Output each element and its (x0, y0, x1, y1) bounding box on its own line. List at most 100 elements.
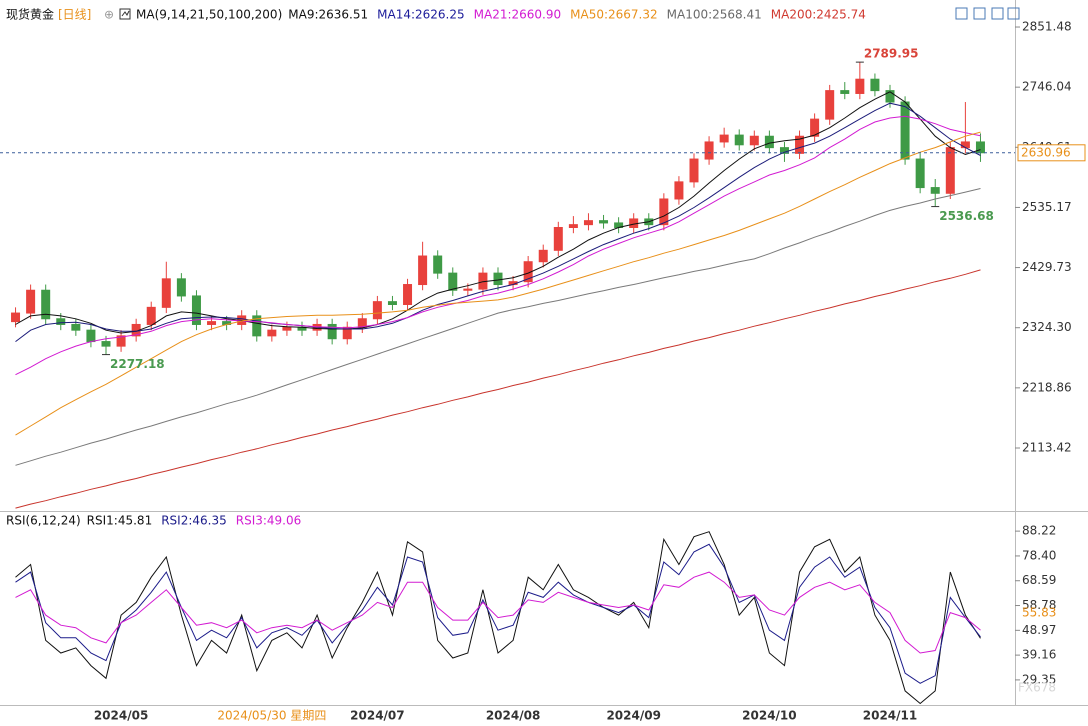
series-line (15, 102, 981, 342)
zoom-out-button[interactable] (973, 7, 986, 20)
legend-entry: MA14:2626.25 (377, 8, 465, 22)
candle-body (553, 226, 563, 251)
candle-body (342, 326, 352, 340)
x-tick-label: 2024/08 (486, 709, 540, 723)
candle-body (583, 220, 593, 226)
candle-body (433, 255, 443, 274)
instrument-title: 现货黄金 (6, 7, 54, 22)
candle-body (176, 278, 186, 297)
candles (11, 62, 985, 355)
candle-body (960, 141, 970, 149)
y-tick-label: 2113.42 (1022, 440, 1072, 454)
y-tick-label: 2324.30 (1022, 320, 1072, 334)
candle-body (26, 289, 36, 314)
x-tick-label: 2024/09 (606, 709, 660, 723)
candle-body (855, 78, 865, 94)
candle-body (327, 323, 337, 340)
indicator-icon[interactable] (119, 8, 131, 20)
candle-body (975, 141, 985, 154)
candle-body (71, 323, 81, 331)
series-line (15, 91, 981, 334)
y-tick-label: 29.35 (1022, 672, 1056, 686)
y-tick-label: 88.22 (1022, 524, 1056, 538)
candle-body (161, 278, 171, 308)
extreme-label: 2277.18 (110, 357, 165, 371)
x-tick-label: 2024/07 (350, 709, 404, 723)
candle-body (493, 272, 503, 286)
candle-body (795, 135, 805, 154)
candle-body (568, 224, 578, 228)
candle-body (403, 284, 413, 305)
y-tick-label: 58.78 (1022, 598, 1056, 612)
candle-body (599, 220, 609, 224)
fit-button[interactable] (991, 7, 1004, 20)
y-tick-label: 78.40 (1022, 548, 1056, 562)
candle-body (825, 90, 835, 120)
y-tick-label: 2535.17 (1022, 200, 1072, 214)
candle-body (538, 249, 548, 263)
candle-body (749, 135, 759, 146)
y-tick-label: 2429.73 (1022, 260, 1072, 274)
candle-body (282, 326, 292, 331)
candle-body (418, 255, 428, 286)
legend-entry: MA100:2568.41 (667, 8, 762, 22)
legend-entry: MA200:2425.74 (771, 8, 866, 22)
series-line (15, 543, 981, 684)
legend-entry: MA9:2636.51 (288, 8, 368, 22)
period-label: [日线] (58, 8, 91, 22)
candle-body (448, 272, 458, 291)
candle-body (840, 90, 850, 94)
extreme-label: 2789.95 (864, 47, 919, 61)
candle-body (719, 134, 729, 143)
candle-body (372, 301, 382, 320)
y-tick-label: 2851.48 (1022, 20, 1072, 34)
y-tick-label: 48.97 (1022, 623, 1056, 637)
x-tick-label: 2024/10 (742, 709, 796, 723)
series-line (15, 115, 981, 376)
candle-body (463, 288, 473, 291)
candle-body (659, 198, 669, 226)
legend-entry: MA50:2667.32 (570, 8, 658, 22)
rsi-indicator-label: RSI(6,12,24) (6, 514, 81, 528)
candle-body (915, 158, 925, 189)
series-line (15, 188, 981, 466)
candle-body (870, 78, 880, 92)
series-line (15, 131, 981, 436)
y-tick-label: 2218.86 (1022, 380, 1072, 394)
fullscreen-button[interactable] (1007, 7, 1020, 20)
legend-entry: RSI1:45.81 (87, 514, 153, 528)
candle-body (86, 329, 96, 343)
extreme-label: 2536.68 (939, 209, 994, 223)
y-tick-label: 39.16 (1022, 648, 1056, 662)
rsi-marker-label: 55.83 (1022, 605, 1056, 619)
last-price-box (1017, 144, 1086, 162)
legend-entry: MA21:2660.90 (474, 8, 562, 22)
x-tick-label: 2024/11 (863, 709, 917, 723)
candle-body (11, 312, 21, 323)
candle-body (900, 101, 910, 160)
zoom-in-button[interactable] (955, 7, 968, 20)
y-tick-label: 2746.04 (1022, 80, 1072, 94)
icon-box (119, 8, 131, 20)
candle-body (207, 321, 217, 325)
candle-body (252, 315, 262, 337)
settings-icon[interactable]: ⊕ (104, 8, 114, 22)
candle-body (146, 306, 156, 325)
candle-body (387, 301, 397, 305)
candle-body (41, 289, 51, 320)
candle-body (101, 341, 111, 347)
candle-body (764, 135, 774, 149)
x-tick-label: 2024/05 (94, 709, 148, 723)
series-line (15, 269, 981, 509)
watermark: FX678 (1018, 681, 1056, 695)
toolbar (955, 7, 1020, 20)
candle-body (116, 335, 126, 347)
candle-body (734, 134, 744, 146)
candle-body (810, 118, 820, 137)
crosshair-date-label: 2024/05/30 星期四 (217, 709, 326, 723)
legend-entry: RSI2:46.35 (161, 514, 227, 528)
legend-entry: RSI3:49.06 (236, 514, 302, 528)
candle-body (674, 181, 684, 200)
series-line (15, 571, 981, 654)
y-tick-label: 68.59 (1022, 573, 1056, 587)
